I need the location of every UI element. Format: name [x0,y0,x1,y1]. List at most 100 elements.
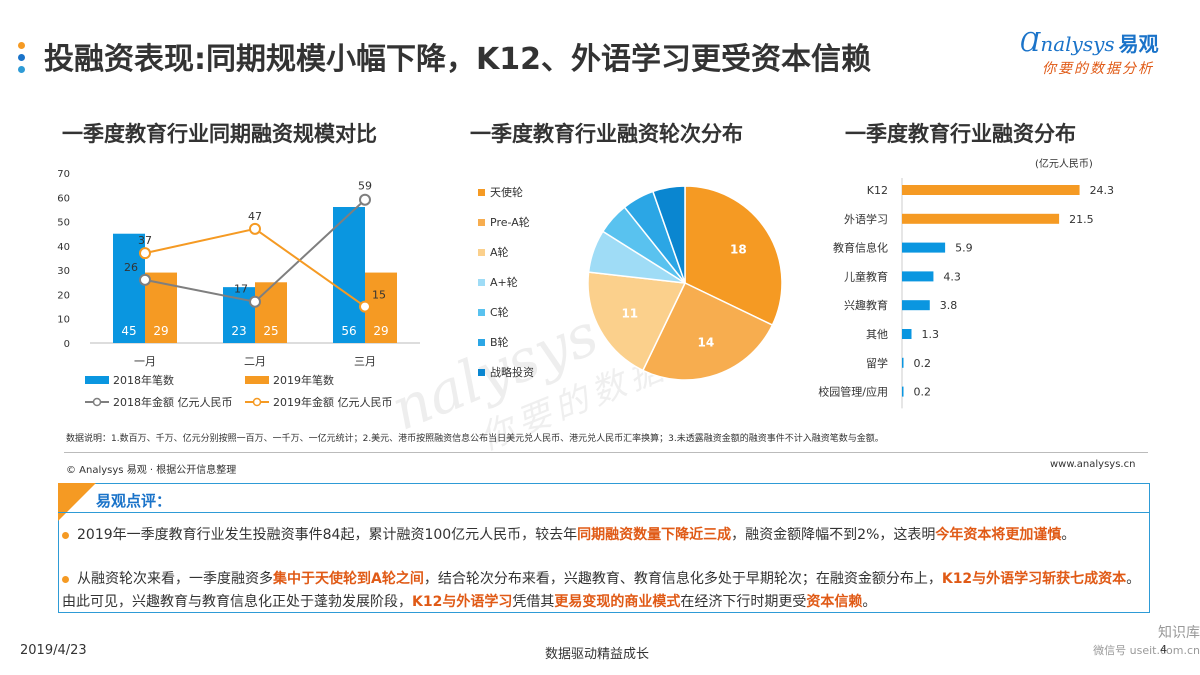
legend-label: 2018年笔数 [113,373,174,387]
legend-swatch [252,397,262,407]
line-point [249,222,261,235]
line-value-label: 26 [124,261,138,274]
line-point [139,247,151,260]
corner-watermark: 知识库 微信号 useit.com.cn [1093,625,1200,657]
category-label: 留学 [866,356,888,370]
title-dot [18,54,25,61]
legend-label: 2019年笔数 [273,373,334,387]
legend-label: A+轮 [490,275,518,289]
legend-swatch [478,369,485,376]
x-tick-label: 一月 [134,355,156,368]
x-tick-label: 二月 [244,355,266,368]
pie-value-label: 18 [730,242,747,256]
y-tick-label: 60 [57,193,70,204]
title-dot [18,42,25,49]
bullet-dot [62,575,69,583]
chart3-title: 一季度教育行业融资分布 [845,122,1076,146]
chart1-title: 一季度教育行业同期融资规模对比 [62,122,377,146]
bar-value-label: 21.5 [1069,213,1094,226]
logo-text: nalysys [1040,32,1115,56]
line-value-label: 47 [248,210,262,223]
legend-label: Pre-A轮 [490,215,530,229]
category-label: K12 [867,184,888,197]
comment-text: 。由此可见，兴趣教育与教育信息化正处于蓬勃发展阶段， [62,571,1141,610]
page-number: 4 [1160,643,1167,656]
bar-value-label: 1.3 [922,328,940,341]
bar [902,357,904,368]
y-tick-label: 10 [57,315,70,326]
legend-label: 战略投资 [490,365,534,379]
comment-text: 从融资轮次来看，一季度融资多 [77,571,273,587]
bar-value-label: 5.9 [955,242,973,255]
divider [64,452,1148,453]
category-label: 其他 [866,328,888,341]
bar-value-label: 56 [341,324,356,338]
bar [902,271,934,282]
x-tick-label: 三月 [354,355,376,368]
highlight-text: 集中于天使轮到A轮之间 [273,571,424,587]
bar-value-label: 23 [231,324,246,338]
bar [902,213,1060,224]
y-tick-label: 40 [57,242,70,253]
highlight-text: K12与外语学习斩获七成资本 [941,571,1127,587]
y-tick-label: 0 [64,339,70,350]
legend-label: 天使轮 [490,185,523,199]
line-point [139,273,151,286]
bar-value-label: 45 [121,324,136,338]
line-value-label: 17 [234,283,248,296]
comment-text: ，结合轮次分布来看，兴趣教育、教育信息化多处于早期轮次；在融资金额分布上， [423,571,942,587]
line-value-label: 59 [358,180,372,193]
legend-swatch [92,397,102,407]
legend-label: B轮 [490,335,509,349]
comment-title: 易观点评： [96,492,172,510]
analysys-logo: Ɑnalysys 易观 你要的数据分析 [1020,28,1190,78]
y-tick-label: 30 [57,266,70,277]
title-dots [18,42,26,78]
legend-label: A轮 [490,245,509,259]
bar-value-label: 29 [153,324,168,338]
category-label: 教育信息化 [833,241,888,255]
comment-text: 在经济下行时期更受 [680,594,807,610]
line-point [359,300,371,313]
bar-value-label: 25 [263,324,278,338]
pie-slice [652,185,686,284]
legend-label: C轮 [490,305,509,319]
bullet-dot [62,531,69,539]
comment-paragraph-1: 2019年一季度教育行业发生投融资事件84起，累计融资100亿元人民币，较去年同… [62,524,1142,547]
footer-date: 2019/4/23 [20,643,87,658]
chart3-svg: K12 24.3 外语学习 21.5 教育信息化 5.9 儿童教育 4.3 兴趣教育 3.8 其他 1… [818,178,1114,409]
bar [902,300,930,311]
bar-value-label: 4.3 [943,270,961,283]
chart2-title: 一季度教育行业融资轮次分布 [470,122,743,146]
bar [333,207,365,343]
legend-swatch [478,279,485,286]
line-point [359,193,371,206]
comment-divider [58,512,1150,513]
pie-slice [587,271,687,372]
highlight-text: 今年资本将更加谨慎 [935,527,1062,543]
footer-slogan: 数据驱动精益成长 [545,647,650,662]
bar [255,282,287,343]
category-label: 外语学习 [844,212,888,226]
comment-paragraph-2: 从融资轮次来看，一季度融资多集中于天使轮到A轮之间，结合轮次分布来看，兴趣教育、… [62,568,1142,614]
comment-text: 凭借其 [512,594,555,610]
highlight-text: K12与外语学习 [412,594,513,610]
comment-text: ，融资金额降幅不到2%，这表明 [731,527,936,543]
y-tick-label: 50 [57,218,70,229]
line-point [249,295,261,308]
bar-value-label: 0.2 [914,357,932,370]
pie-value-label: 14 [697,336,714,350]
comment-text: 2019年一季度教育行业发生投融资事件84起，累计融资100亿元人民币，较去年 [77,527,578,543]
legend-swatch [478,219,485,226]
y-tick-label: 70 [57,169,70,180]
legend-swatch [478,249,485,256]
site-link[interactable]: www.analysys.cn [1050,459,1136,470]
chart3-unit: (亿元人民币) [1035,159,1093,170]
comment-text: 。 [862,594,877,610]
page-title: 投融资表现:同期规模小幅下降，K12、外语学习更受资本信赖 [44,42,871,77]
bar-value-label: 3.8 [940,299,958,312]
source-text: © Analysys 易观 · 根据公开信息整理 [66,465,237,476]
legend-swatch [478,309,485,316]
line-value-label: 15 [372,289,386,302]
